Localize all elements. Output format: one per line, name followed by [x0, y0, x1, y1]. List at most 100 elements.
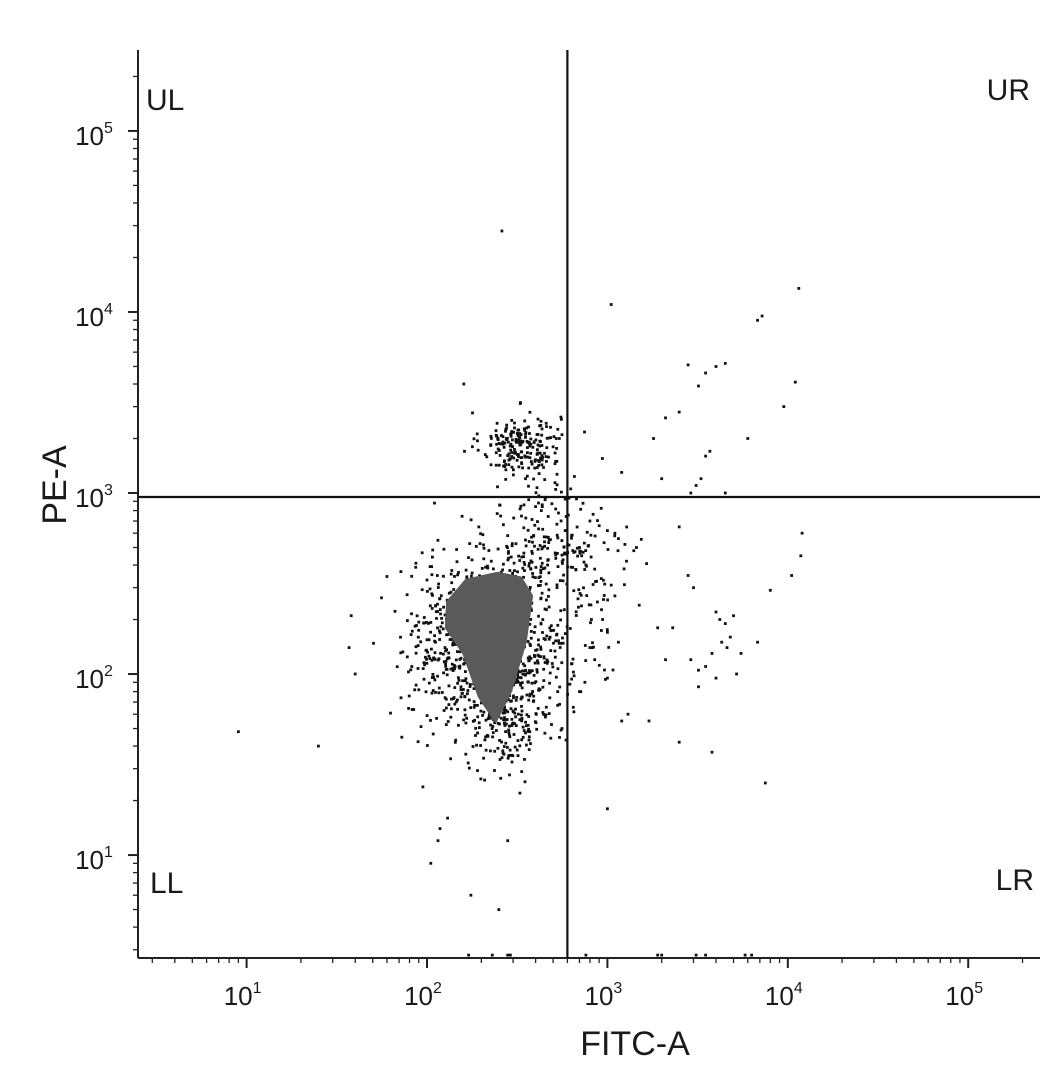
scatter-point	[529, 567, 532, 570]
scatter-point	[440, 621, 444, 625]
scatter-point	[466, 692, 469, 696]
scatter-point	[524, 538, 527, 542]
scatter-point	[467, 766, 471, 770]
scatter-point	[587, 603, 591, 607]
scatter-point	[521, 669, 524, 673]
scatter-point	[520, 555, 524, 559]
scatter-point	[511, 709, 515, 713]
scatter-point	[539, 596, 543, 600]
quadrant-label-ll: LL	[150, 867, 183, 900]
scatter-point	[534, 438, 538, 442]
scatter-point	[428, 587, 432, 591]
scatter-point	[515, 458, 519, 462]
scatter-point	[494, 433, 498, 437]
scatter-point	[516, 570, 519, 574]
scatter-point	[530, 535, 533, 539]
scatter-point	[577, 605, 580, 609]
scatter-point	[470, 574, 473, 578]
scatter-point	[544, 713, 548, 717]
scatter-point	[464, 752, 468, 756]
y-tick-label: 103	[75, 482, 113, 513]
scatter-point	[554, 437, 558, 440]
scatter-point	[420, 588, 424, 592]
scatter-point	[484, 735, 487, 739]
scatter-point	[554, 460, 558, 463]
scatter-point	[576, 597, 580, 601]
scatter-point	[535, 727, 539, 731]
scatter-point	[502, 445, 506, 449]
scatter-point	[516, 675, 520, 679]
scatter-point	[544, 455, 548, 458]
scatter-point	[425, 638, 429, 642]
scatter-point	[524, 720, 527, 724]
scatter-point	[496, 547, 500, 551]
scatter-point	[458, 666, 462, 670]
scatter-point	[613, 594, 617, 598]
scatter-point	[495, 512, 499, 515]
scatter-point	[582, 541, 586, 545]
scatter-point	[560, 539, 564, 542]
scatter-point	[422, 621, 425, 625]
scatter-point	[433, 634, 436, 638]
scatter-point	[451, 669, 455, 672]
scatter-point	[512, 468, 515, 472]
scatter-point	[552, 641, 555, 645]
scatter-point	[428, 565, 432, 568]
scatter-point	[463, 713, 467, 717]
scatter-point	[489, 443, 493, 447]
scatter-point	[512, 456, 516, 460]
scatter-point	[539, 655, 542, 658]
scatter-point	[510, 699, 513, 703]
scatter-point	[635, 546, 638, 549]
scatter-point	[458, 664, 462, 668]
scatter-point	[750, 953, 753, 957]
scatter-point	[499, 514, 502, 518]
scatter-point	[578, 690, 581, 693]
scatter-point	[525, 743, 528, 747]
scatter-point	[522, 551, 526, 555]
scatter-point	[512, 696, 515, 700]
scatter-point	[442, 605, 445, 609]
scatter-point	[523, 664, 527, 668]
scatter-point	[522, 503, 526, 507]
scatter-point	[479, 532, 482, 536]
scatter-point	[546, 563, 549, 567]
scatter-point	[533, 466, 537, 470]
scatter-point	[446, 657, 449, 660]
scatter-point	[535, 453, 539, 456]
scatter-point	[456, 698, 459, 702]
scatter-point	[553, 551, 557, 555]
scatter-point	[409, 633, 413, 636]
scatter-point	[503, 721, 506, 725]
scatter-point	[504, 708, 508, 712]
scatter-point	[533, 661, 537, 665]
scatter-point	[597, 524, 601, 528]
scatter-point	[490, 953, 494, 957]
scatter-point	[513, 711, 517, 715]
scatter-point	[389, 711, 392, 715]
scatter-point	[513, 569, 516, 572]
scatter-point	[524, 436, 527, 439]
scatter-point	[393, 609, 397, 613]
scatter-point	[596, 600, 599, 604]
scatter-point	[501, 435, 505, 438]
scatter-point	[444, 668, 448, 671]
scatter-point	[585, 530, 589, 534]
scatter-point	[537, 614, 540, 618]
scatter-point	[553, 462, 557, 466]
scatter-point	[442, 671, 445, 675]
scatter-point	[436, 538, 440, 542]
scatter-point	[536, 520, 539, 523]
scatter-point	[483, 738, 487, 742]
scatter-point	[677, 410, 681, 414]
scatter-point	[514, 698, 518, 702]
scatter-point	[453, 702, 457, 706]
scatter-point	[550, 723, 553, 726]
scatter-point	[433, 651, 437, 655]
scatter-point	[570, 677, 573, 681]
scatter-point	[547, 637, 551, 641]
scatter-point	[522, 427, 526, 431]
scatter-point	[514, 542, 518, 546]
scatter-point	[459, 695, 463, 699]
scatter-point	[519, 681, 522, 685]
